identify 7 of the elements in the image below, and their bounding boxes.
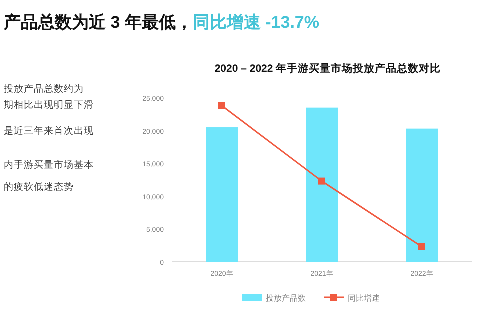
title: 2020 – 2022 年手游买量市场投放产品总数对比: [214, 63, 442, 75]
point: [218, 102, 226, 110]
legend: 投放产品数: [266, 294, 306, 303]
heading: 产品总数为近 3 年最低，同比增速 -13.7%: [4, 13, 320, 32]
legend: 同比增速: [348, 294, 380, 303]
point: [318, 178, 326, 185]
point: [418, 243, 426, 250]
